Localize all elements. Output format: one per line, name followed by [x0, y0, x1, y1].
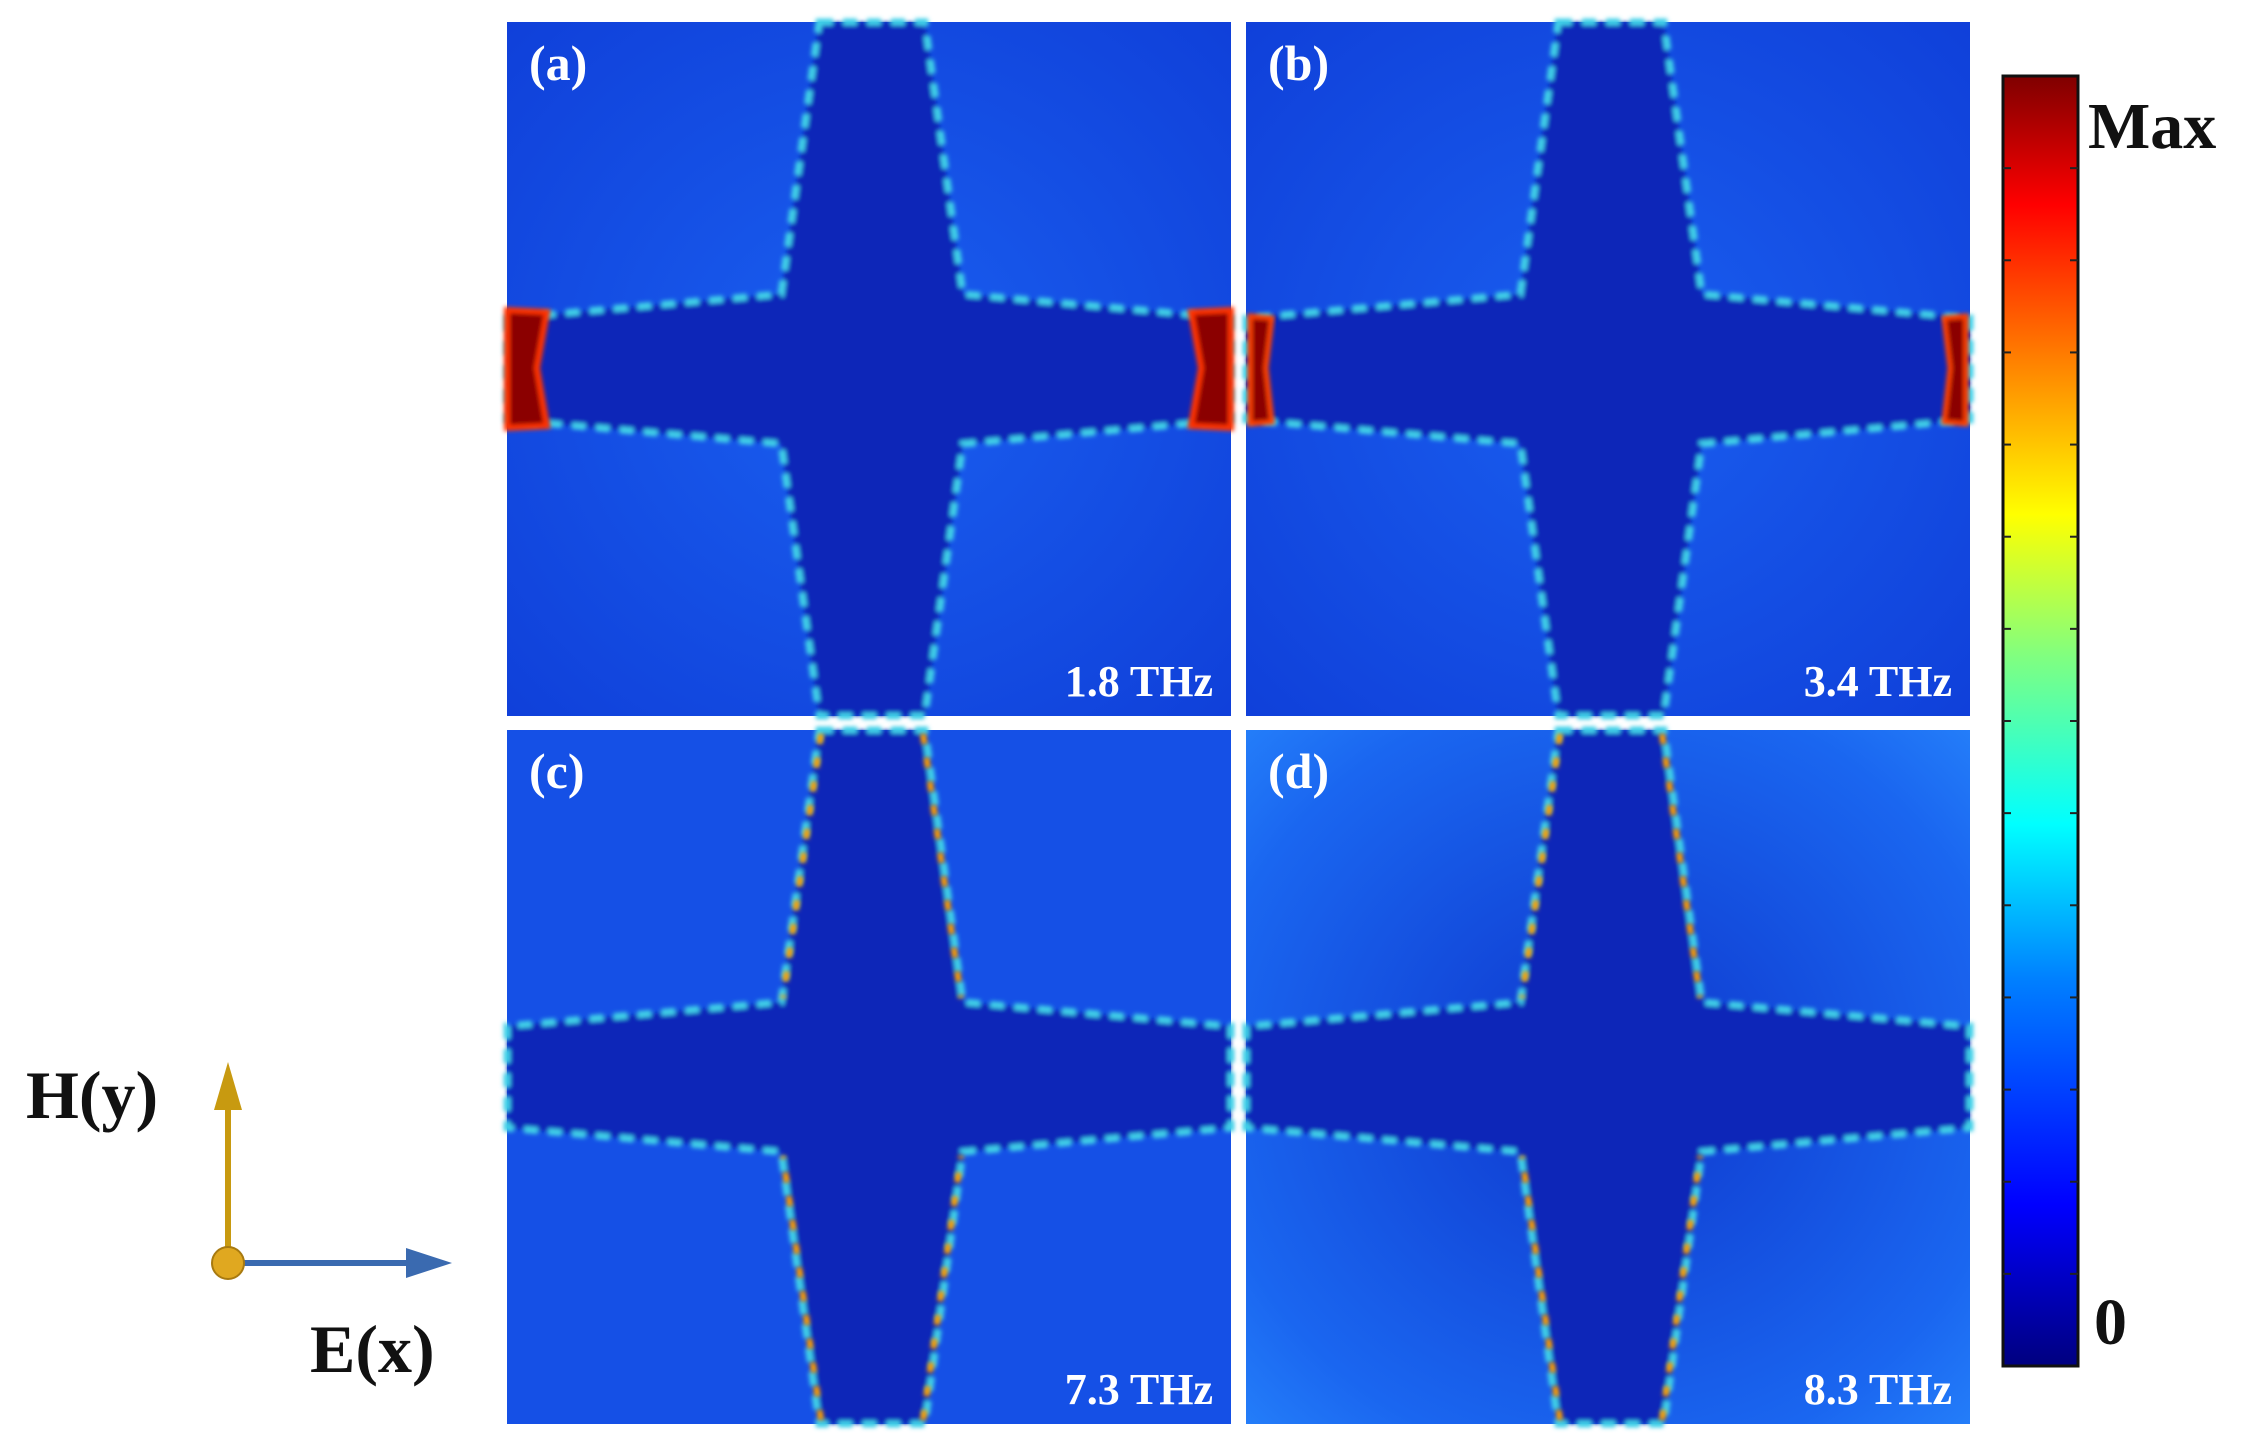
hotspot-left [1247, 313, 1275, 427]
hotspot-right [1187, 306, 1234, 432]
frequency-label: 3.4 THz [1804, 657, 1952, 706]
e-field-arrowhead-icon [406, 1248, 452, 1278]
panel-a: (a) 1.8 THz [503, 18, 1235, 720]
colorbar-ticks [2003, 167, 2078, 1275]
panel-c: (c) 7.3 THz [503, 726, 1235, 1428]
panel-label: (b) [1268, 35, 1329, 91]
cross-resonator-shape [1242, 18, 1974, 720]
colorbar: Max 0 [2001, 74, 2216, 1368]
hotspot-left [504, 306, 551, 432]
colorbar-gradient [2001, 74, 2080, 1368]
frequency-label: 8.3 THz [1804, 1365, 1952, 1414]
frequency-label: 7.3 THz [1065, 1365, 1213, 1414]
panel-d: (d) 8.3 THz [1242, 726, 1974, 1428]
panel-label: (a) [529, 35, 587, 91]
origin-sphere-icon [211, 1246, 245, 1280]
colorbar-min-label: 0 [2094, 1286, 2127, 1359]
h-field-arrowhead-icon [214, 1062, 242, 1110]
e-field-label: E(x) [310, 1311, 435, 1387]
panel-label: (c) [529, 743, 585, 799]
hotspot-right [1941, 313, 1969, 427]
axes-indicator: H(y) E(x) [26, 1057, 452, 1387]
cross-resonator-shape [503, 726, 1235, 1428]
h-field-label: H(y) [26, 1057, 158, 1133]
panel-b: (b) 3.4 THz [1242, 18, 1974, 720]
panel-label: (d) [1268, 743, 1329, 799]
cross-resonator-shape [1242, 726, 1974, 1428]
frequency-label: 1.8 THz [1065, 657, 1213, 706]
colorbar-max-label: Max [2088, 90, 2216, 163]
